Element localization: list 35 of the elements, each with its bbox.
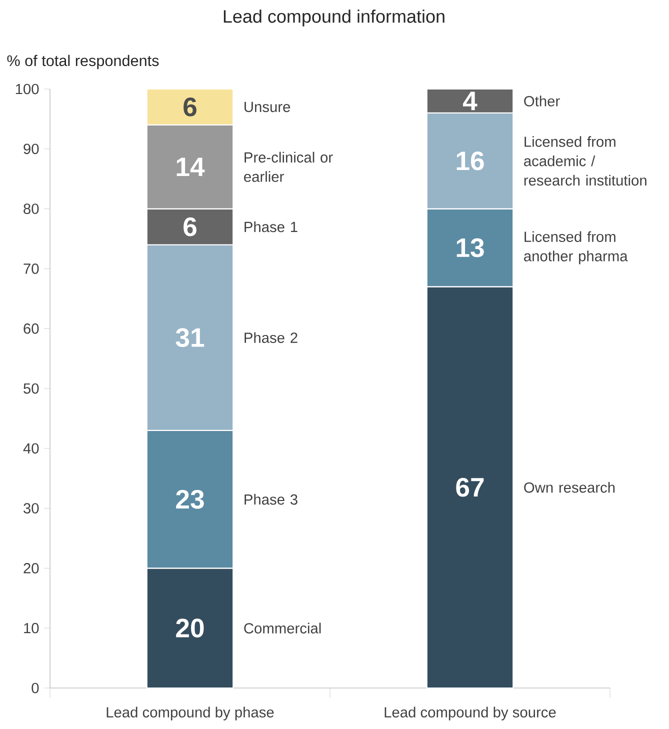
series-label: Other (524, 96, 560, 106)
y-tick-label: 50 (24, 383, 39, 394)
data-label: 14 (176, 158, 205, 176)
y-tick-label: 90 (24, 144, 39, 154)
y-tick-label: 40 (23, 443, 39, 454)
series-label: Licensed from academic / research institution (524, 136, 646, 186)
y-tick-label: 30 (24, 503, 39, 514)
data-label: 16 (456, 151, 484, 170)
data-label: 23 (176, 490, 204, 509)
data-label: 4 (462, 92, 478, 110)
y-tick-label: 20 (24, 563, 39, 574)
series-label: Licensed from another pharma (524, 231, 628, 264)
series-label: Phase 2 (244, 332, 298, 343)
series-label: Unsure (244, 102, 290, 112)
x-tick-label: Lead compound by phase (106, 706, 274, 720)
data-label: 31 (176, 328, 204, 348)
data-label: 13 (456, 238, 484, 258)
y-axis-title: % of total respondents (7, 54, 159, 70)
series-label: Commercial (244, 622, 321, 634)
data-label: 6 (184, 98, 196, 116)
y-tick-label: 100 (16, 84, 39, 94)
series-label: Own research (524, 482, 615, 493)
y-tick-label: 10 (24, 622, 39, 634)
data-label: 20 (176, 618, 204, 638)
data-label: 6 (184, 217, 196, 236)
y-tick-label: 80 (24, 204, 39, 214)
data-label: 67 (456, 478, 484, 497)
chart-title: Lead compound information (224, 10, 444, 26)
x-tick-label: Lead compound by source (384, 706, 556, 720)
y-tick-label: 60 (24, 323, 39, 334)
series-label: Phase 1 (244, 221, 298, 232)
y-tick-label: 70 (24, 264, 39, 274)
series-label: Pre-clinical or earlier (244, 152, 333, 182)
series-label: Phase 3 (244, 494, 298, 505)
y-tick-label: 0 (32, 682, 39, 694)
